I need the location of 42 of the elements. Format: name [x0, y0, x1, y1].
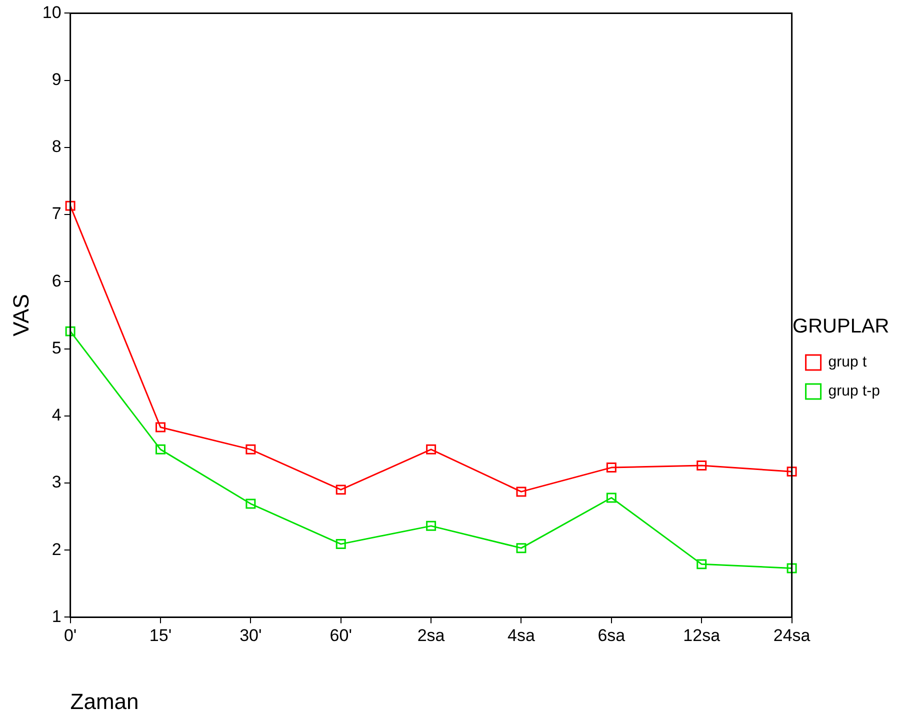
y-tick-label: 8 — [52, 137, 62, 156]
point — [786, 563, 797, 574]
point — [696, 559, 707, 570]
x-tick-label: 2sa — [417, 626, 446, 646]
y-tick-label: 5 — [52, 338, 62, 358]
y-axis-title: VAS — [8, 294, 34, 336]
point — [606, 492, 616, 503]
point — [426, 520, 436, 531]
x-tick-label: 24sa — [773, 626, 811, 646]
point — [246, 444, 256, 454]
point — [516, 543, 526, 554]
point — [426, 444, 436, 454]
point — [516, 486, 526, 497]
point — [65, 200, 76, 211]
x-tick-label: 6sa — [598, 626, 626, 646]
x-tick-label: 60' — [330, 626, 352, 646]
legend-title: GRUPLAR — [792, 316, 890, 338]
y-tick-label: 4 — [52, 406, 62, 425]
legend-label: grup t — [828, 354, 868, 371]
y-tick-label: 6 — [52, 271, 62, 290]
point — [786, 466, 797, 477]
y-tick-label: 7 — [52, 204, 62, 224]
y-tick-label: 3 — [52, 472, 62, 492]
point — [65, 326, 76, 336]
x-tick-label: 0' — [64, 626, 77, 646]
x-tick-label: 15' — [149, 626, 172, 646]
x-axis-title: Zaman — [70, 688, 139, 714]
x-tick-label: 12sa — [683, 626, 721, 646]
legend-label: grup t-p — [828, 382, 880, 400]
y-tick-label: 9 — [52, 70, 62, 89]
point — [606, 462, 616, 473]
x-tick-label: 4sa — [508, 626, 536, 646]
y-tick-label: 2 — [52, 540, 62, 559]
point — [336, 539, 346, 550]
y-tick-label: 1 — [52, 606, 62, 626]
point — [156, 422, 166, 432]
point — [336, 484, 346, 495]
point — [246, 498, 256, 509]
point — [696, 460, 707, 471]
point — [156, 444, 166, 454]
y-tick-label: 10 — [42, 2, 62, 22]
x-tick-label: 30' — [240, 626, 262, 646]
